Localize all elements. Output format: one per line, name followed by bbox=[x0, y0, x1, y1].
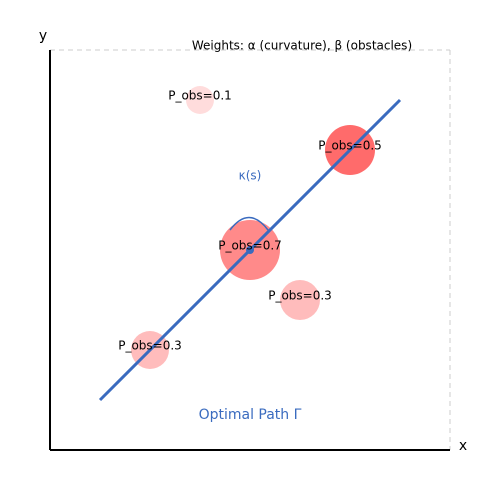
obstacle-label: P_obs=0.7 bbox=[218, 239, 282, 253]
curvature-label: κ(s) bbox=[239, 169, 262, 183]
obstacle-label: P_obs=0.3 bbox=[268, 289, 332, 303]
y-axis-label: y bbox=[39, 28, 47, 44]
obstacle bbox=[280, 280, 320, 320]
curvature-arc bbox=[229, 216, 269, 231]
title: Weights: α (curvature), β (obstacles) bbox=[192, 39, 412, 53]
x-axis-label: x bbox=[459, 438, 467, 454]
obstacle bbox=[186, 86, 214, 114]
obstacle-label: P_obs=0.1 bbox=[168, 89, 232, 103]
path-point bbox=[246, 246, 254, 254]
obstacle-label: P_obs=0.5 bbox=[318, 139, 382, 153]
obstacle-label: P_obs=0.3 bbox=[118, 339, 182, 353]
path-label: Optimal Path Γ bbox=[199, 407, 302, 423]
